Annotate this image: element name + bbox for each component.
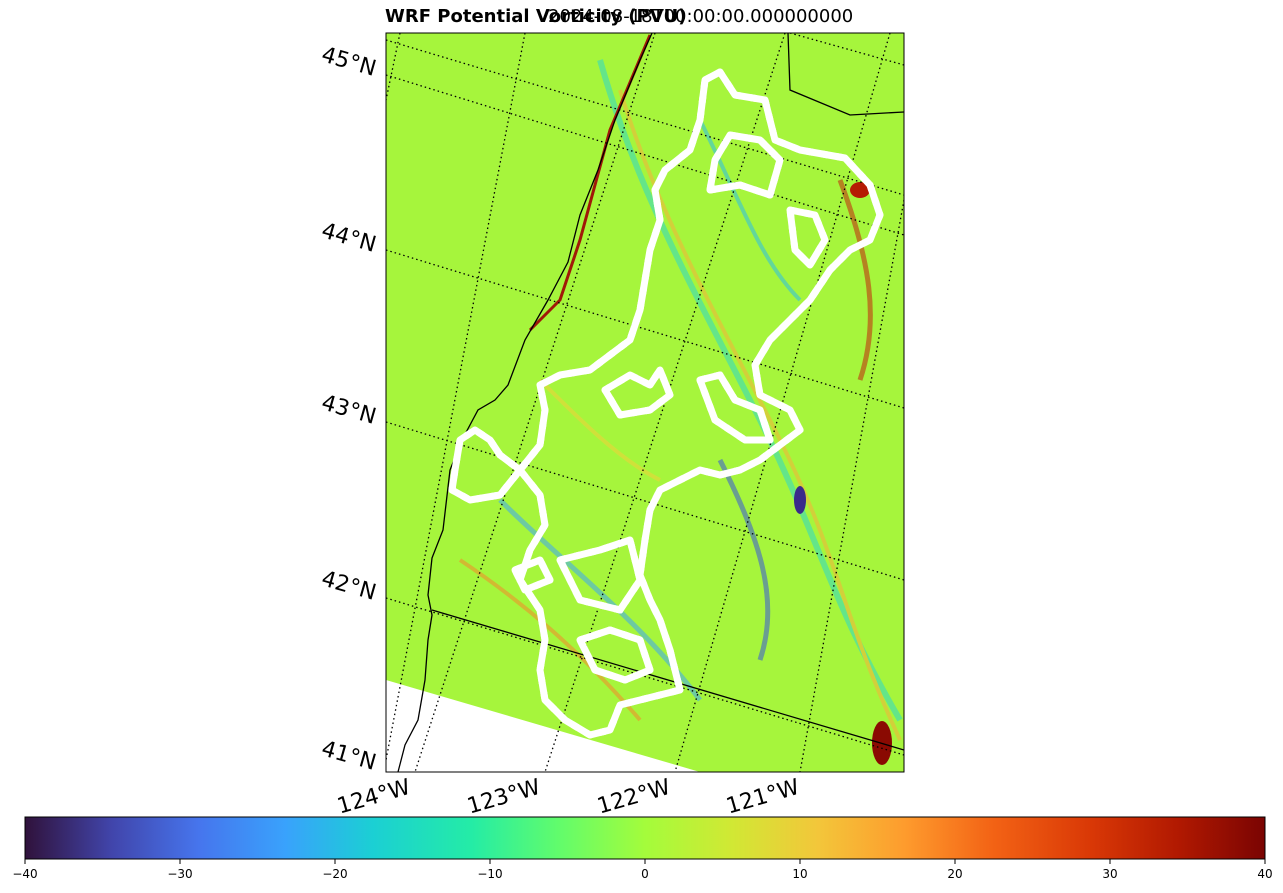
colorbar-tick-label: 10 <box>792 867 808 881</box>
map-area <box>386 33 904 772</box>
colorbar-tick-label: 0 <box>641 867 649 881</box>
map-timestamp: 2024-08-18T00:00:00.000000000 <box>548 6 854 27</box>
map-frame <box>385 32 905 773</box>
colorbar-tick-label: −30 <box>167 867 193 881</box>
pv-field <box>386 33 904 772</box>
colorbar-tick-label: 20 <box>947 867 963 881</box>
colorbar-tick-label: −40 <box>12 867 38 881</box>
colorbar-tick-label: −10 <box>477 867 503 881</box>
colorbar-ticks <box>24 859 1266 864</box>
fire-perimeter <box>448 68 884 739</box>
colorbar-tick-label: 30 <box>1102 867 1118 881</box>
colorbar-tick-label: 40 <box>1257 867 1273 881</box>
colorbar-tick-label: −20 <box>322 867 348 881</box>
colorbar <box>24 816 1266 860</box>
map-title: WRF Potential Vorticity (PVU) <box>385 6 687 27</box>
coastline <box>397 33 904 772</box>
